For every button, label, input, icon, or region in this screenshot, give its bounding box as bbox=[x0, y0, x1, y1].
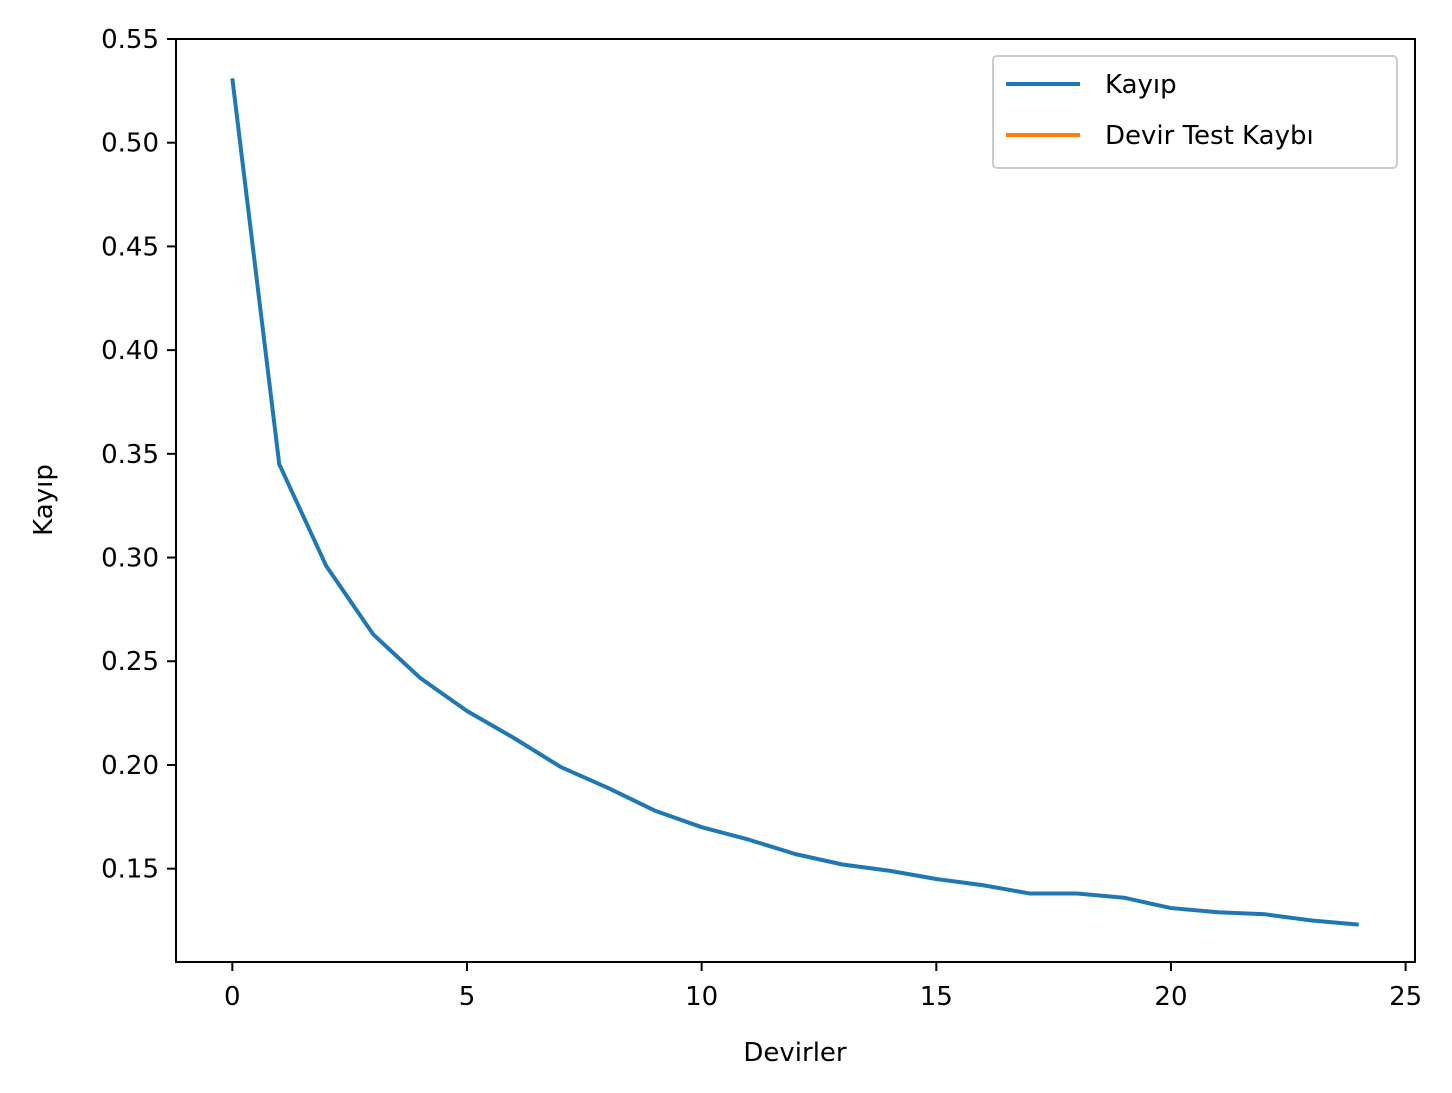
y-tick-label: 0.40 bbox=[101, 336, 159, 366]
y-tick-label: 0.55 bbox=[101, 25, 159, 55]
y-axis-label: Kayıp bbox=[29, 464, 59, 536]
x-axis-ticks: 0 5 10 15 20 25 bbox=[224, 962, 1422, 1012]
x-axis-label: Devirler bbox=[743, 1038, 847, 1068]
legend-label-1: Devir Test Kaybı bbox=[1105, 121, 1314, 151]
x-tick-label: 15 bbox=[920, 982, 953, 1012]
x-tick-label: 25 bbox=[1389, 982, 1422, 1012]
y-tick-label: 0.20 bbox=[101, 751, 159, 781]
y-tick-label: 0.30 bbox=[101, 544, 159, 574]
y-tick-label: 0.45 bbox=[101, 232, 159, 262]
axes-frame bbox=[175, 38, 1416, 963]
legend: Kayıp Devir Test Kaybı bbox=[992, 55, 1398, 169]
y-tick-label: 0.15 bbox=[101, 855, 159, 885]
legend-box bbox=[992, 55, 1398, 169]
y-tick-label: 0.25 bbox=[101, 647, 159, 677]
legend-label-0: Kayıp bbox=[1105, 70, 1177, 100]
y-tick-label: 0.50 bbox=[101, 129, 159, 159]
y-tick-label: 0.35 bbox=[101, 440, 159, 470]
x-tick-label: 20 bbox=[1154, 982, 1187, 1012]
x-tick-label: 10 bbox=[685, 982, 718, 1012]
series-layer bbox=[230, 78, 1359, 927]
x-tick-label: 5 bbox=[459, 982, 476, 1012]
y-axis-ticks: 0.15 0.20 0.25 0.30 0.35 0.40 0.45 0.50 0.55 bbox=[101, 25, 176, 885]
x-tick-label: 0 bbox=[224, 982, 241, 1012]
